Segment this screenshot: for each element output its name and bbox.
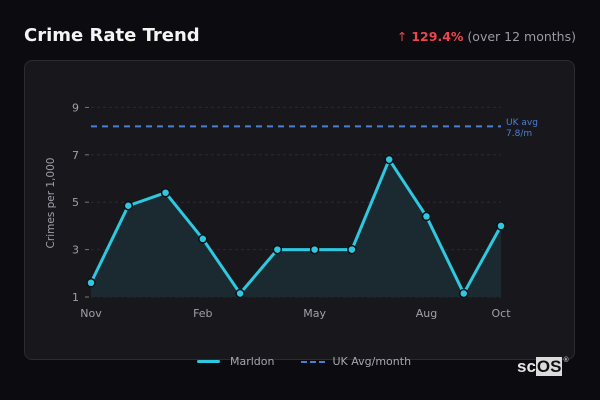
data-point[interactable] [198, 234, 208, 244]
y-axis-label: Crimes per 1,000 [45, 158, 57, 249]
x-tick-label: May [303, 307, 326, 320]
solid-line-swatch-icon [197, 360, 220, 363]
y-tick-label: 5 [72, 196, 79, 209]
legend-item-uk-avg[interactable]: UK Avg/month [300, 355, 412, 368]
dashed-line-swatch-icon [300, 360, 325, 363]
uk-avg-annotation: UK avg [506, 118, 538, 128]
data-point[interactable] [86, 278, 96, 288]
data-point[interactable] [235, 288, 245, 299]
x-tick-label: Feb [193, 307, 212, 320]
series-area [91, 159, 501, 297]
uk-avg-annotation-value: 7.8/m [506, 129, 532, 139]
legend-label: Marldon [230, 355, 275, 368]
arrow-up-icon: ↑ [396, 29, 408, 44]
scos-logo: scOS ® [517, 357, 569, 376]
data-point[interactable] [347, 244, 357, 255]
data-point[interactable] [384, 154, 394, 165]
trend-change: ↑ 129.4% (over 12 months) [397, 29, 576, 44]
legend-item-marldon[interactable]: Marldon [197, 355, 275, 368]
page-title: Crime Rate Trend [24, 25, 200, 46]
data-point[interactable] [458, 288, 469, 299]
data-point[interactable] [309, 244, 320, 255]
chart-legend: Marldon UK Avg/month [197, 355, 437, 368]
y-tick-label: 1 [72, 291, 79, 304]
change-percent: 129.4% [411, 29, 464, 44]
y-tick-label: 3 [72, 244, 79, 257]
x-tick-label: Oct [491, 307, 511, 320]
y-tick-label: 7 [72, 149, 79, 162]
series-line-marldon [89, 158, 503, 295]
data-point[interactable] [123, 201, 134, 211]
data-point[interactable] [496, 221, 506, 231]
chart-card [24, 60, 575, 360]
change-period: (over 12 months) [467, 29, 576, 44]
legend-label: UK Avg/month [332, 355, 412, 368]
data-point[interactable] [160, 187, 171, 198]
x-tick-label: Aug [416, 307, 437, 320]
x-tick-label: Nov [80, 307, 102, 320]
data-point[interactable] [272, 244, 283, 255]
data-point[interactable] [421, 211, 432, 222]
y-tick-label: 9 [72, 101, 79, 114]
